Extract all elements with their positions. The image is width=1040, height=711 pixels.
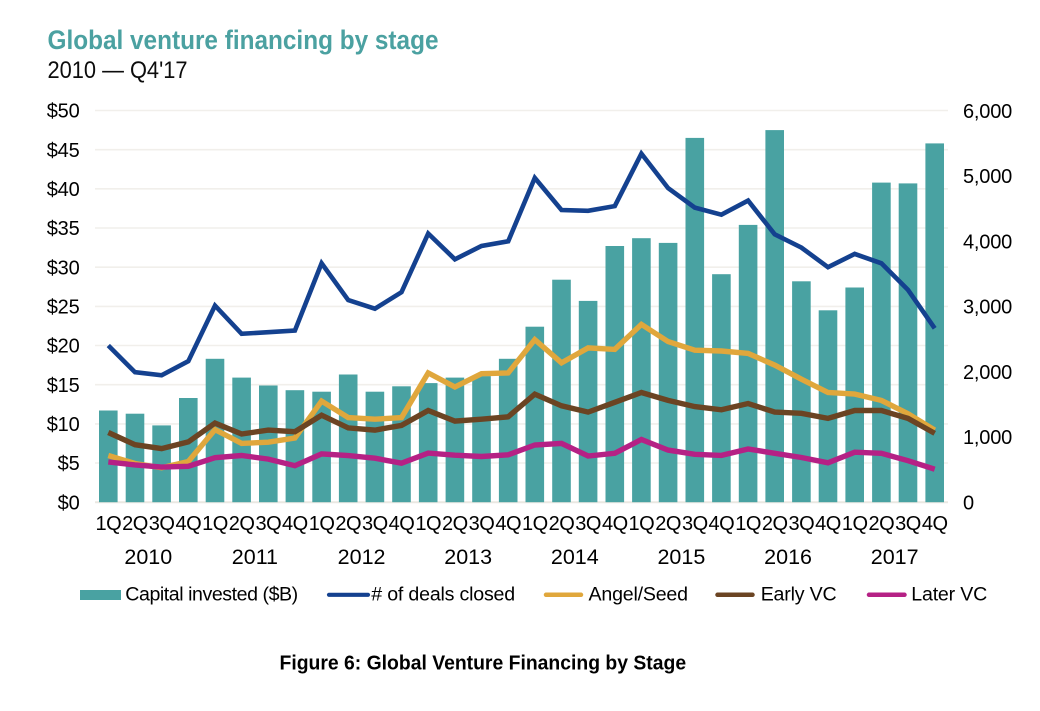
svg-text:3Q: 3Q xyxy=(255,513,281,535)
svg-text:3Q: 3Q xyxy=(682,513,708,535)
svg-text:$45: $45 xyxy=(47,140,80,162)
svg-text:3Q: 3Q xyxy=(789,513,815,535)
svg-text:1,000: 1,000 xyxy=(963,427,1012,449)
svg-text:5,000: 5,000 xyxy=(963,166,1012,188)
svg-text:4Q: 4Q xyxy=(389,513,415,535)
svg-text:2,000: 2,000 xyxy=(963,362,1012,384)
svg-text:2012: 2012 xyxy=(338,545,386,569)
svg-text:4,000: 4,000 xyxy=(963,231,1012,253)
svg-text:4Q: 4Q xyxy=(602,513,628,535)
svg-text:1Q: 1Q xyxy=(735,513,761,535)
svg-text:$10: $10 xyxy=(47,414,80,436)
svg-text:4Q: 4Q xyxy=(922,513,948,535)
svg-text:$15: $15 xyxy=(47,375,80,397)
svg-text:3Q: 3Q xyxy=(895,513,921,535)
svg-text:2017: 2017 xyxy=(871,545,919,569)
svg-text:4Q: 4Q xyxy=(709,513,735,535)
svg-text:1Q: 1Q xyxy=(842,513,868,535)
svg-text:6,000: 6,000 xyxy=(963,101,1012,123)
svg-text:3Q: 3Q xyxy=(362,513,388,535)
svg-text:1Q: 1Q xyxy=(415,513,441,535)
svg-text:2Q: 2Q xyxy=(122,513,148,535)
svg-text:3Q: 3Q xyxy=(575,513,601,535)
svg-text:Early VC: Early VC xyxy=(761,584,837,606)
svg-text:0: 0 xyxy=(963,492,974,514)
svg-text:1Q: 1Q xyxy=(95,513,121,535)
svg-text:3,000: 3,000 xyxy=(963,297,1012,319)
svg-text:2Q: 2Q xyxy=(229,513,255,535)
svg-text:3Q: 3Q xyxy=(469,513,495,535)
svg-text:Later VC: Later VC xyxy=(911,584,987,606)
svg-text:Figure 6: Global Venture Finan: Figure 6: Global Venture Financing by St… xyxy=(280,651,687,674)
svg-text:2Q: 2Q xyxy=(869,513,895,535)
svg-text:$40: $40 xyxy=(47,179,80,201)
svg-text:4Q: 4Q xyxy=(815,513,841,535)
svg-text:2Q: 2Q xyxy=(762,513,788,535)
svg-text:2013: 2013 xyxy=(444,545,492,569)
svg-text:2Q: 2Q xyxy=(335,513,361,535)
svg-text:$30: $30 xyxy=(47,257,80,279)
svg-text:2010: 2010 xyxy=(124,545,172,569)
svg-text:$35: $35 xyxy=(47,218,80,240)
svg-text:2011: 2011 xyxy=(232,545,278,569)
svg-text:$50: $50 xyxy=(47,101,80,123)
svg-text:Capital invested ($B): Capital invested ($B) xyxy=(125,584,297,606)
svg-text:$20: $20 xyxy=(47,336,80,358)
svg-text:2016: 2016 xyxy=(764,545,812,569)
svg-text:2Q: 2Q xyxy=(442,513,468,535)
svg-text:1Q: 1Q xyxy=(309,513,335,535)
svg-text:2Q: 2Q xyxy=(549,513,575,535)
svg-text:4Q: 4Q xyxy=(282,513,308,535)
svg-text:$0: $0 xyxy=(58,492,80,514)
svg-text:3Q: 3Q xyxy=(149,513,175,535)
svg-text:$25: $25 xyxy=(47,297,80,319)
svg-text:2Q: 2Q xyxy=(655,513,681,535)
svg-text:# of deals closed: # of deals closed xyxy=(371,584,515,606)
svg-text:$5: $5 xyxy=(58,453,80,475)
svg-text:2014: 2014 xyxy=(551,545,599,569)
svg-text:4Q: 4Q xyxy=(175,513,201,535)
svg-text:Angel/Seed: Angel/Seed xyxy=(589,584,688,606)
svg-text:1Q: 1Q xyxy=(202,513,228,535)
svg-text:1Q: 1Q xyxy=(629,513,655,535)
svg-text:2015: 2015 xyxy=(657,545,705,569)
svg-text:Global venture financing by st: Global venture financing by stage xyxy=(48,25,439,55)
svg-text:2010 — Q4'17: 2010 — Q4'17 xyxy=(48,57,188,84)
svg-text:1Q: 1Q xyxy=(522,513,548,535)
svg-text:4Q: 4Q xyxy=(495,513,521,535)
